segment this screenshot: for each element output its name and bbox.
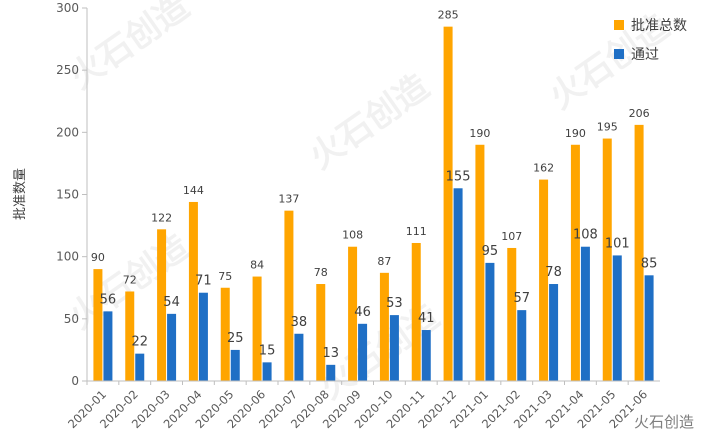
watermark-text: 火石创造 (302, 67, 436, 178)
bar-pass (580, 246, 590, 381)
data-label-pass: 25 (227, 331, 244, 346)
y-tick-label: 200 (56, 125, 79, 139)
legend: 批准总数 通过 (614, 18, 687, 63)
bar-pass (549, 284, 559, 381)
data-label-total: 75 (218, 270, 232, 283)
bar-total (125, 291, 135, 381)
data-label-pass: 53 (386, 296, 403, 311)
data-label-total: 190 (565, 127, 586, 140)
y-tick-label: 300 (56, 1, 79, 15)
legend-swatch-total (614, 20, 624, 30)
data-label-total: 144 (183, 184, 204, 197)
watermark-logo-text: 火石创造 (634, 413, 694, 431)
bar-total (316, 284, 326, 381)
bar-total (157, 229, 167, 381)
bar-total (252, 276, 262, 381)
data-label-total: 285 (438, 9, 459, 22)
data-label-pass: 78 (545, 265, 562, 280)
bar-pass (198, 292, 208, 381)
bar-pass (612, 255, 622, 381)
bar-pass (262, 362, 272, 381)
data-label-pass: 54 (163, 295, 180, 310)
bar-pass (135, 353, 145, 381)
bar-pass (358, 323, 368, 381)
y-axis: 0 50 100 150 200 250 300 (56, 1, 88, 388)
data-label-total: 162 (533, 162, 554, 175)
data-label-pass: 13 (322, 346, 339, 361)
data-label-pass: 108 (573, 228, 598, 243)
bar-total (507, 247, 517, 381)
bar-pass (326, 364, 336, 381)
y-tick-label: 50 (64, 312, 79, 326)
bar-total (220, 287, 230, 381)
bar-pass (167, 313, 177, 381)
legend-label-total: 批准总数 (631, 18, 687, 34)
bar-total (284, 210, 294, 381)
x-axis: 2020-012020-022020-032020-042020-052020-… (65, 380, 660, 431)
data-label-total: 195 (597, 121, 618, 134)
data-label-total: 84 (250, 259, 264, 272)
data-label-total: 206 (629, 107, 650, 120)
data-label-total: 108 (342, 229, 363, 242)
bar-pass (453, 188, 463, 381)
data-label-pass: 155 (446, 169, 471, 184)
data-label-pass: 85 (641, 256, 658, 271)
y-tick-label: 0 (71, 374, 79, 388)
legend-swatch-pass (614, 49, 624, 59)
y-axis-label: 批准数量 (13, 168, 28, 220)
bar-total (443, 26, 453, 382)
bar-pass (103, 311, 113, 381)
y-tick-label: 150 (56, 188, 79, 202)
bar-total (93, 269, 103, 381)
bar-pass (294, 333, 304, 381)
y-tick-label: 250 (56, 63, 79, 77)
bar-pass (421, 330, 431, 381)
data-label-pass: 71 (195, 274, 212, 289)
bar-total (475, 144, 485, 381)
data-labels-layer: 90 56 72 22 122 54 144 71 75 25 84 15 137 38 78 13 108 46… (91, 9, 657, 361)
watermark-text: 火石创造 (62, 0, 196, 97)
data-label-total: 107 (501, 230, 522, 243)
bar-pass (644, 275, 654, 381)
data-label-pass: 56 (100, 292, 117, 307)
data-label-pass: 38 (291, 315, 308, 330)
bar-total (411, 242, 421, 381)
bar-total (634, 124, 644, 381)
data-label-pass: 101 (605, 236, 630, 251)
data-label-pass: 57 (513, 291, 530, 306)
bar-pass (485, 262, 495, 381)
y-tick-label: 100 (56, 250, 79, 264)
bar-pass (517, 310, 527, 381)
data-label-total: 87 (377, 255, 391, 268)
data-label-total: 122 (151, 211, 172, 224)
legend-label-pass: 通过 (631, 47, 659, 63)
bar-pass (230, 349, 240, 381)
data-label-pass: 46 (354, 305, 371, 320)
bar-total (570, 144, 580, 381)
bar-total (188, 201, 198, 381)
bar-pass (389, 315, 399, 381)
bar-total (539, 179, 549, 381)
data-label-pass: 22 (131, 335, 148, 350)
data-label-total: 190 (469, 127, 490, 140)
data-label-pass: 95 (482, 244, 499, 259)
data-label-total: 90 (91, 251, 105, 264)
bars-layer (93, 26, 654, 382)
bar-total (602, 138, 612, 381)
data-label-total: 137 (278, 193, 299, 206)
data-label-total: 78 (314, 266, 328, 279)
data-label-total: 72 (123, 273, 137, 286)
data-label-pass: 15 (259, 343, 276, 358)
data-label-pass: 41 (418, 311, 435, 326)
bar-total (379, 272, 389, 381)
bar-total (348, 246, 358, 381)
data-label-total: 111 (406, 225, 427, 238)
